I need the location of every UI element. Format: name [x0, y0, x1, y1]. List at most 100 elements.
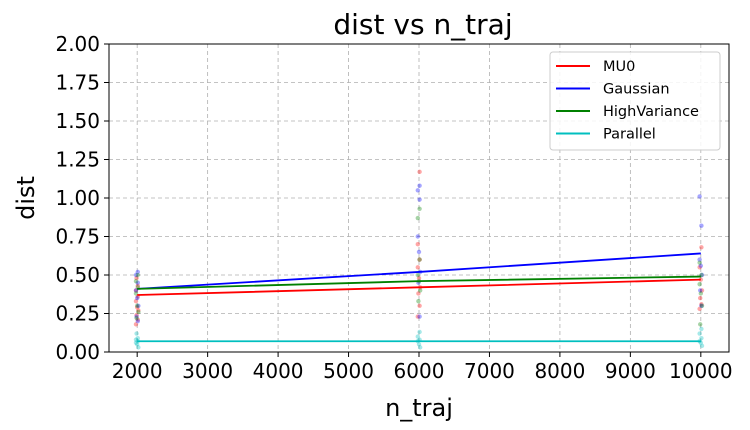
scatter-point-gaussian [135, 269, 140, 275]
scatter-point-highvariance [417, 257, 422, 262]
y-tick-label: 0.00 [55, 340, 100, 364]
x-tick-label: 5000 [323, 359, 374, 383]
scatter-point-highvariance [699, 303, 705, 308]
scatter-point-gaussian [134, 295, 140, 301]
scatter-point-parallel [697, 331, 702, 336]
scatter-point-gaussian [136, 303, 141, 308]
y-tick-label: 1.75 [55, 71, 100, 95]
scatter-point-mu0 [415, 242, 420, 247]
x-tick-label: 8000 [534, 359, 585, 383]
scatter-point-mu0 [133, 288, 139, 293]
scatter-point-gaussian [415, 234, 420, 239]
scatter-point-mu0 [134, 312, 139, 318]
scatter-point-parallel [699, 326, 704, 332]
scatter-point-highvariance [418, 288, 423, 293]
scatter-point-gaussian [415, 188, 420, 193]
scatter-point-mu0 [417, 303, 422, 308]
scatter-point-parallel [417, 329, 422, 335]
scatter-point-gaussian [134, 314, 139, 319]
x-tick-label: 6000 [394, 359, 445, 383]
scatter-point-highvariance [697, 282, 702, 287]
scatter-point-mu0 [135, 283, 140, 288]
scatter-point-mu0 [135, 317, 140, 322]
scatter-point-gaussian [699, 303, 704, 308]
scatter-point-mu0 [699, 245, 704, 250]
legend-label-highvariance: HighVariance [603, 104, 699, 120]
scatter-point-gaussian [416, 249, 422, 255]
scatter-point-parallel [415, 334, 420, 339]
scatter-point-highvariance [133, 278, 139, 284]
scatter-point-gaussian [697, 194, 702, 199]
scatter-point-gaussian [698, 288, 703, 293]
y-tick-label: 1.25 [55, 148, 100, 172]
y-tick-label: 2.00 [55, 32, 100, 56]
y-axis-title: dist [12, 176, 40, 220]
y-tick-label: 0.50 [55, 263, 100, 287]
scatter-point-parallel [135, 335, 140, 341]
scatter-point-mu0 [415, 314, 420, 319]
scatter-point-highvariance [415, 272, 420, 278]
x-tick-label: 4000 [253, 359, 304, 383]
scatter-point-mu0 [416, 291, 421, 296]
scatter-point-highvariance [698, 291, 704, 296]
scatter-point-highvariance [134, 315, 139, 321]
y-tick-label: 0.75 [55, 225, 100, 249]
scatter-point-mu0 [698, 295, 703, 301]
scatter-point-highvariance [416, 298, 421, 304]
scatter-point-gaussian [135, 280, 140, 285]
scatter-point-gaussian [133, 272, 139, 278]
legend-label-gaussian: Gaussian [603, 82, 670, 98]
scatter-point-gaussian [417, 183, 422, 188]
scatter-point-mu0 [133, 298, 139, 304]
scatter-point-highvariance [415, 215, 420, 221]
scatter-point-gaussian [135, 319, 140, 324]
scatter-point-parallel [418, 345, 423, 350]
scatter-point-gaussian [699, 272, 705, 278]
x-axis-title: n_traj [385, 394, 453, 422]
scatter-point-mu0 [417, 257, 422, 262]
scatter-point-parallel [134, 342, 140, 347]
y-tick-label: 1.00 [55, 186, 100, 210]
scatter-point-parallel [134, 331, 139, 336]
y-axis-ticks: 0.00 0.25 0.50 0.75 1.00 1.25 1.50 1.75 2.00 [55, 32, 109, 364]
scatter-point-gaussian [699, 223, 704, 228]
scatter-point-mu0 [134, 275, 139, 281]
scatter-point-gaussian [417, 197, 422, 202]
chart-title: dist vs n_traj [333, 8, 512, 41]
legend: MU0 Gaussian HighVariance Parallel [549, 51, 721, 151]
scatter-point-mu0 [699, 288, 705, 293]
scatter-point-mu0 [136, 308, 141, 313]
scatter-point-parallel [699, 343, 705, 349]
x-tick-label: 2000 [112, 359, 163, 383]
legend-box [549, 51, 721, 151]
scatter-point-gaussian [698, 263, 704, 268]
x-tick-label: 9000 [605, 359, 656, 383]
scatter-point-highvariance [697, 260, 702, 265]
scatter-point-mu0 [133, 322, 139, 327]
x-axis-ticks: 2000 3000 4000 5000 6000 7000 8000 9000 10000 [112, 352, 733, 383]
scatter-point-mu0 [417, 169, 422, 175]
scatter-point-highvariance [133, 291, 139, 296]
x-tick-label: 7000 [464, 359, 515, 383]
series-line-gaussian [137, 252, 701, 290]
scatter-point-highvariance [135, 272, 140, 278]
scatter-point-mu0 [699, 302, 704, 307]
legend-label-mu0: MU0 [603, 59, 635, 75]
scatter-point-gaussian [697, 257, 702, 262]
scatter-point-highvariance [134, 303, 140, 308]
y-tick-label: 1.50 [55, 109, 100, 133]
scatter-point-mu0 [134, 305, 140, 310]
series-line-mu0 [137, 278, 701, 296]
scatter-point-parallel [133, 337, 139, 342]
scatter-point-highvariance [136, 309, 141, 315]
scatter-point-gaussian [133, 288, 139, 293]
scatter-point-gaussian [417, 314, 422, 319]
scatter-point-parallel [136, 345, 141, 350]
scatter-point-highvariance [417, 206, 422, 211]
scatter-point-parallel [416, 342, 422, 347]
y-tick-label: 0.25 [55, 302, 100, 326]
scatter-point-mu0 [416, 275, 422, 281]
scatter-point-parallel [133, 340, 139, 345]
x-tick-label: 3000 [182, 359, 233, 383]
